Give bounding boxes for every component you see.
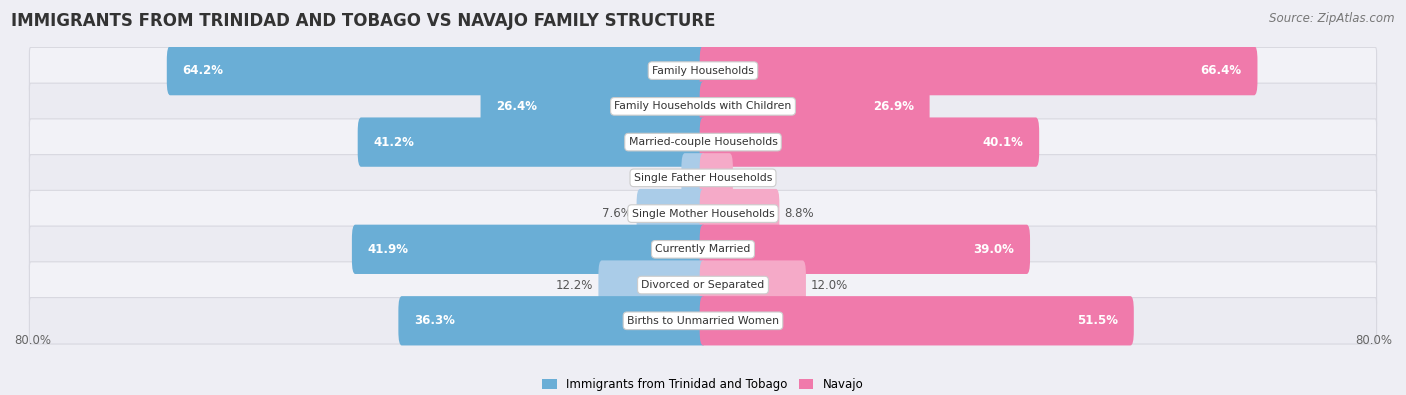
Text: 7.6%: 7.6% bbox=[602, 207, 631, 220]
FancyBboxPatch shape bbox=[700, 189, 779, 238]
Text: Single Mother Households: Single Mother Households bbox=[631, 209, 775, 218]
FancyBboxPatch shape bbox=[700, 117, 1039, 167]
Text: Births to Unmarried Women: Births to Unmarried Women bbox=[627, 316, 779, 326]
Text: 26.4%: 26.4% bbox=[496, 100, 537, 113]
Text: 2.2%: 2.2% bbox=[647, 171, 676, 184]
FancyBboxPatch shape bbox=[30, 297, 1376, 344]
FancyBboxPatch shape bbox=[352, 225, 706, 274]
Text: 12.2%: 12.2% bbox=[555, 278, 593, 292]
Text: Married-couple Households: Married-couple Households bbox=[628, 137, 778, 147]
FancyBboxPatch shape bbox=[700, 296, 1133, 346]
FancyBboxPatch shape bbox=[167, 46, 706, 95]
FancyBboxPatch shape bbox=[700, 260, 806, 310]
Text: 12.0%: 12.0% bbox=[811, 278, 848, 292]
Text: 51.5%: 51.5% bbox=[1077, 314, 1118, 327]
FancyBboxPatch shape bbox=[481, 82, 706, 131]
FancyBboxPatch shape bbox=[30, 190, 1376, 237]
FancyBboxPatch shape bbox=[682, 153, 706, 203]
Text: 41.9%: 41.9% bbox=[367, 243, 409, 256]
FancyBboxPatch shape bbox=[30, 262, 1376, 308]
Text: Divorced or Separated: Divorced or Separated bbox=[641, 280, 765, 290]
Text: 41.2%: 41.2% bbox=[374, 135, 415, 149]
FancyBboxPatch shape bbox=[700, 153, 733, 203]
FancyBboxPatch shape bbox=[30, 226, 1376, 273]
Text: 3.2%: 3.2% bbox=[738, 171, 768, 184]
FancyBboxPatch shape bbox=[398, 296, 706, 346]
FancyBboxPatch shape bbox=[599, 260, 706, 310]
FancyBboxPatch shape bbox=[30, 154, 1376, 201]
FancyBboxPatch shape bbox=[700, 225, 1031, 274]
Text: Single Father Households: Single Father Households bbox=[634, 173, 772, 183]
Text: 36.3%: 36.3% bbox=[415, 314, 456, 327]
FancyBboxPatch shape bbox=[30, 83, 1376, 130]
Text: 8.8%: 8.8% bbox=[785, 207, 814, 220]
FancyBboxPatch shape bbox=[30, 47, 1376, 94]
Text: 80.0%: 80.0% bbox=[14, 333, 51, 346]
Text: Source: ZipAtlas.com: Source: ZipAtlas.com bbox=[1270, 12, 1395, 25]
Legend: Immigrants from Trinidad and Tobago, Navajo: Immigrants from Trinidad and Tobago, Nav… bbox=[537, 373, 869, 395]
Text: 64.2%: 64.2% bbox=[183, 64, 224, 77]
Text: Currently Married: Currently Married bbox=[655, 245, 751, 254]
FancyBboxPatch shape bbox=[700, 46, 1257, 95]
FancyBboxPatch shape bbox=[700, 82, 929, 131]
Text: 66.4%: 66.4% bbox=[1201, 64, 1241, 77]
FancyBboxPatch shape bbox=[30, 119, 1376, 166]
Text: 80.0%: 80.0% bbox=[1355, 333, 1392, 346]
FancyBboxPatch shape bbox=[637, 189, 706, 238]
Text: IMMIGRANTS FROM TRINIDAD AND TOBAGO VS NAVAJO FAMILY STRUCTURE: IMMIGRANTS FROM TRINIDAD AND TOBAGO VS N… bbox=[11, 12, 716, 30]
Text: 39.0%: 39.0% bbox=[973, 243, 1014, 256]
FancyBboxPatch shape bbox=[357, 117, 706, 167]
Text: 40.1%: 40.1% bbox=[983, 135, 1024, 149]
Text: Family Households with Children: Family Households with Children bbox=[614, 102, 792, 111]
Text: Family Households: Family Households bbox=[652, 66, 754, 75]
Text: 26.9%: 26.9% bbox=[873, 100, 914, 113]
